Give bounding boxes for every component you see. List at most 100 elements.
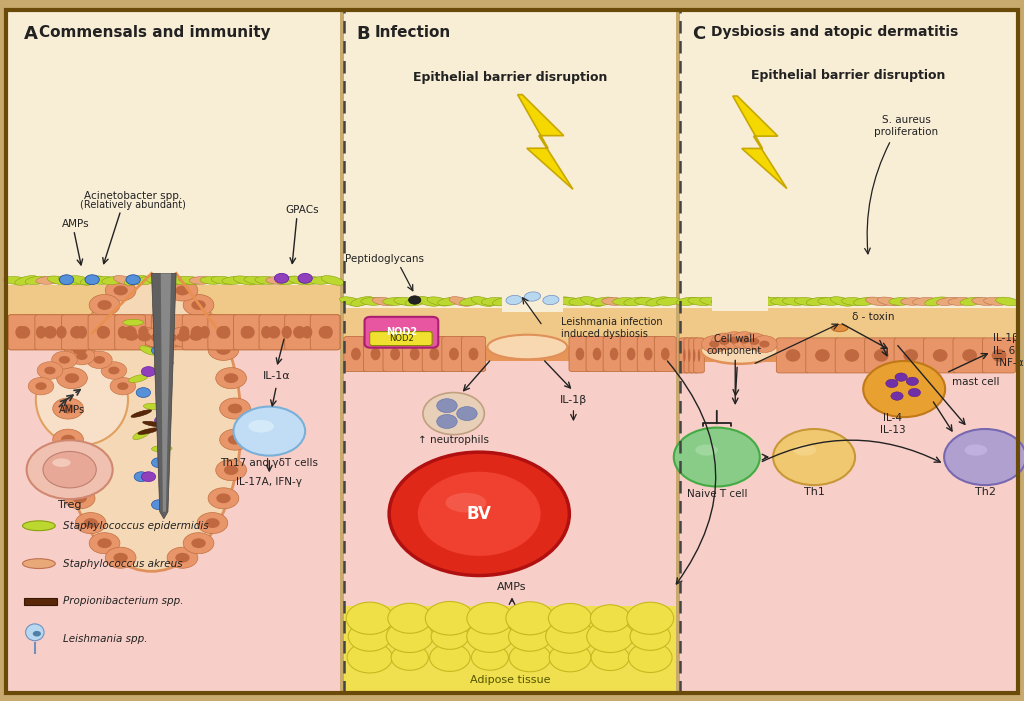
Ellipse shape xyxy=(60,404,75,414)
Ellipse shape xyxy=(759,341,770,348)
Ellipse shape xyxy=(241,326,251,339)
Text: Infection: Infection xyxy=(375,25,451,39)
Ellipse shape xyxy=(56,326,67,339)
Ellipse shape xyxy=(627,348,635,360)
Ellipse shape xyxy=(157,318,175,327)
Ellipse shape xyxy=(889,297,913,306)
Ellipse shape xyxy=(47,276,71,285)
Bar xyxy=(680,362,1016,693)
FancyBboxPatch shape xyxy=(35,315,66,350)
Text: Cell wall
component: Cell wall component xyxy=(707,334,762,355)
Ellipse shape xyxy=(197,315,227,336)
Ellipse shape xyxy=(70,348,94,365)
Ellipse shape xyxy=(180,327,212,346)
Text: AMPs: AMPs xyxy=(58,405,85,415)
Ellipse shape xyxy=(117,382,128,390)
Ellipse shape xyxy=(697,349,700,362)
Ellipse shape xyxy=(151,333,164,342)
Bar xyxy=(712,290,768,311)
Ellipse shape xyxy=(77,326,87,339)
Ellipse shape xyxy=(656,297,681,306)
Ellipse shape xyxy=(76,352,88,360)
Ellipse shape xyxy=(220,326,230,339)
Ellipse shape xyxy=(318,326,332,339)
Ellipse shape xyxy=(575,348,584,360)
Ellipse shape xyxy=(609,348,618,360)
Polygon shape xyxy=(733,96,786,189)
Ellipse shape xyxy=(138,428,159,435)
Text: S. aureus
proliferation: S. aureus proliferation xyxy=(874,116,938,137)
Ellipse shape xyxy=(23,521,55,531)
Ellipse shape xyxy=(36,354,128,445)
Ellipse shape xyxy=(97,326,108,339)
Circle shape xyxy=(59,275,74,285)
Ellipse shape xyxy=(963,349,977,362)
Ellipse shape xyxy=(97,300,112,310)
Circle shape xyxy=(152,458,166,468)
FancyBboxPatch shape xyxy=(172,315,197,350)
Text: Adipose tissue: Adipose tissue xyxy=(470,675,550,685)
Text: GPACs: GPACs xyxy=(286,205,318,215)
Text: Treg: Treg xyxy=(58,501,81,510)
Circle shape xyxy=(27,440,113,499)
Text: BV: BV xyxy=(467,505,492,523)
Ellipse shape xyxy=(29,377,54,395)
Ellipse shape xyxy=(340,297,362,306)
Text: Staphylococcus epidermidis: Staphylococcus epidermidis xyxy=(63,521,209,531)
Ellipse shape xyxy=(372,297,396,306)
Ellipse shape xyxy=(152,445,172,452)
Circle shape xyxy=(348,622,391,651)
Circle shape xyxy=(509,622,552,651)
Ellipse shape xyxy=(593,348,601,360)
Ellipse shape xyxy=(216,345,230,355)
Bar xyxy=(24,598,57,605)
FancyBboxPatch shape xyxy=(637,336,659,372)
Ellipse shape xyxy=(662,348,670,360)
Circle shape xyxy=(391,645,428,670)
Ellipse shape xyxy=(159,326,169,339)
Ellipse shape xyxy=(114,275,136,285)
Ellipse shape xyxy=(750,338,760,345)
Ellipse shape xyxy=(635,297,659,306)
Ellipse shape xyxy=(709,341,720,348)
Ellipse shape xyxy=(56,367,87,388)
Ellipse shape xyxy=(543,295,559,305)
Ellipse shape xyxy=(216,460,247,481)
Ellipse shape xyxy=(208,488,239,509)
Ellipse shape xyxy=(624,297,648,306)
Bar xyxy=(8,285,340,326)
Ellipse shape xyxy=(94,356,105,364)
Ellipse shape xyxy=(58,276,82,285)
Circle shape xyxy=(467,603,513,634)
Ellipse shape xyxy=(712,297,736,306)
Ellipse shape xyxy=(406,297,429,306)
Text: IL- 6  ↑: IL- 6 ↑ xyxy=(993,346,1024,355)
Text: AMPs: AMPs xyxy=(61,219,89,229)
Ellipse shape xyxy=(135,276,159,285)
Ellipse shape xyxy=(815,349,829,362)
Text: C: C xyxy=(692,25,706,43)
Ellipse shape xyxy=(58,356,70,364)
FancyBboxPatch shape xyxy=(90,315,115,350)
Circle shape xyxy=(389,452,569,576)
Ellipse shape xyxy=(36,326,46,339)
Ellipse shape xyxy=(972,297,996,306)
Ellipse shape xyxy=(89,533,120,554)
Ellipse shape xyxy=(26,276,49,285)
Ellipse shape xyxy=(524,292,541,301)
Ellipse shape xyxy=(830,297,854,306)
Ellipse shape xyxy=(288,276,312,285)
Bar xyxy=(8,325,340,340)
Ellipse shape xyxy=(105,280,136,301)
Circle shape xyxy=(33,631,41,637)
Ellipse shape xyxy=(504,297,527,306)
Ellipse shape xyxy=(785,349,801,362)
Ellipse shape xyxy=(309,276,334,285)
Ellipse shape xyxy=(189,276,214,285)
Ellipse shape xyxy=(37,362,62,379)
Circle shape xyxy=(155,416,169,426)
Circle shape xyxy=(509,644,551,672)
Ellipse shape xyxy=(105,547,136,569)
Ellipse shape xyxy=(36,276,60,285)
Circle shape xyxy=(126,275,140,285)
